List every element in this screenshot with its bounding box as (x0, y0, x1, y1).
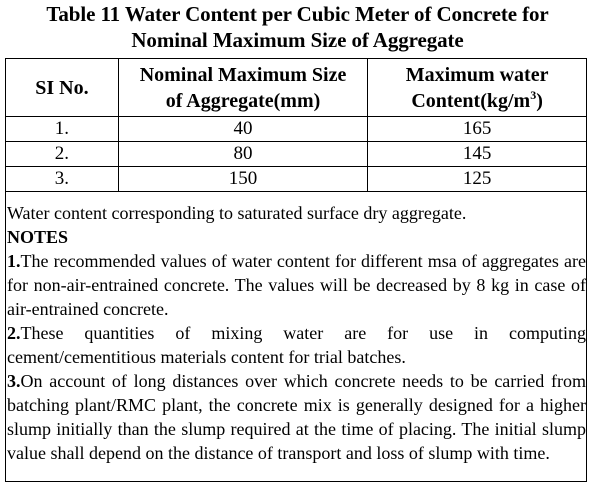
cell-aggregate-size: 150 (117, 166, 369, 192)
cell-water-content: 165 (367, 116, 587, 142)
header-max-water-line-2: Content(kg/m3) (368, 88, 586, 114)
header-max-water: Maximum water Content(kg/m3) (367, 58, 587, 117)
cell-sl-no: 1. (5, 116, 119, 142)
header-sl-no-label: SI No. (35, 76, 89, 99)
header-max-water-close: ) (536, 89, 543, 112)
note-number: 1. (7, 251, 21, 271)
table-row: 1. 40 165 (5, 116, 587, 142)
cell-sl-no: 3. (5, 166, 119, 192)
cell-water-content: 125 (367, 166, 587, 192)
cell-sl-no: 2. (5, 141, 119, 167)
header-nominal-size-line-1: Nominal Maximum Size (139, 63, 347, 86)
table-row: 3. 150 125 (5, 166, 587, 192)
header-max-water-superscript: 3 (530, 87, 537, 102)
note-number: 3. (7, 371, 21, 391)
notes-heading: NOTES (7, 227, 69, 247)
header-max-water-unit: Content(kg/m (411, 89, 531, 112)
header-nominal-size-line-2: of Aggregate(mm) (165, 89, 321, 112)
header-sl-no: SI No. (5, 58, 119, 117)
note-item: 1.The recommended values of water conten… (7, 249, 586, 321)
note-number: 2. (7, 323, 21, 343)
water-content-table: SI No. Nominal Maximum Size of Aggregate… (5, 58, 587, 192)
cell-aggregate-size: 80 (117, 141, 369, 167)
note-text: The recommended values of water content … (7, 251, 586, 319)
table-title-line-1: Table 11 Water Content per Cubic Meter o… (46, 2, 549, 26)
note-text: These quantities of mixing water are for… (7, 323, 586, 367)
table-title-line-2: Nominal Maximum Size of Aggregate (131, 28, 464, 52)
header-nominal-size: Nominal Maximum Size of Aggregate(mm) (117, 58, 369, 117)
cell-aggregate-size: 40 (117, 116, 369, 142)
header-max-water-line-1: Maximum water (405, 63, 549, 86)
note-text: On account of long distances over which … (7, 371, 586, 463)
note-item: 3.On account of long distances over whic… (7, 369, 586, 465)
notes-section: Water content corresponding to saturated… (7, 201, 586, 465)
table-header-row: SI No. Nominal Maximum Size of Aggregate… (5, 58, 587, 117)
cell-water-content: 145 (367, 141, 587, 167)
note-item: 2.These quantities of mixing water are f… (7, 321, 586, 369)
footnote: Water content corresponding to saturated… (7, 203, 467, 223)
table-title: Table 11 Water Content per Cubic Meter o… (0, 1, 595, 53)
table-row: 2. 80 145 (5, 141, 587, 167)
